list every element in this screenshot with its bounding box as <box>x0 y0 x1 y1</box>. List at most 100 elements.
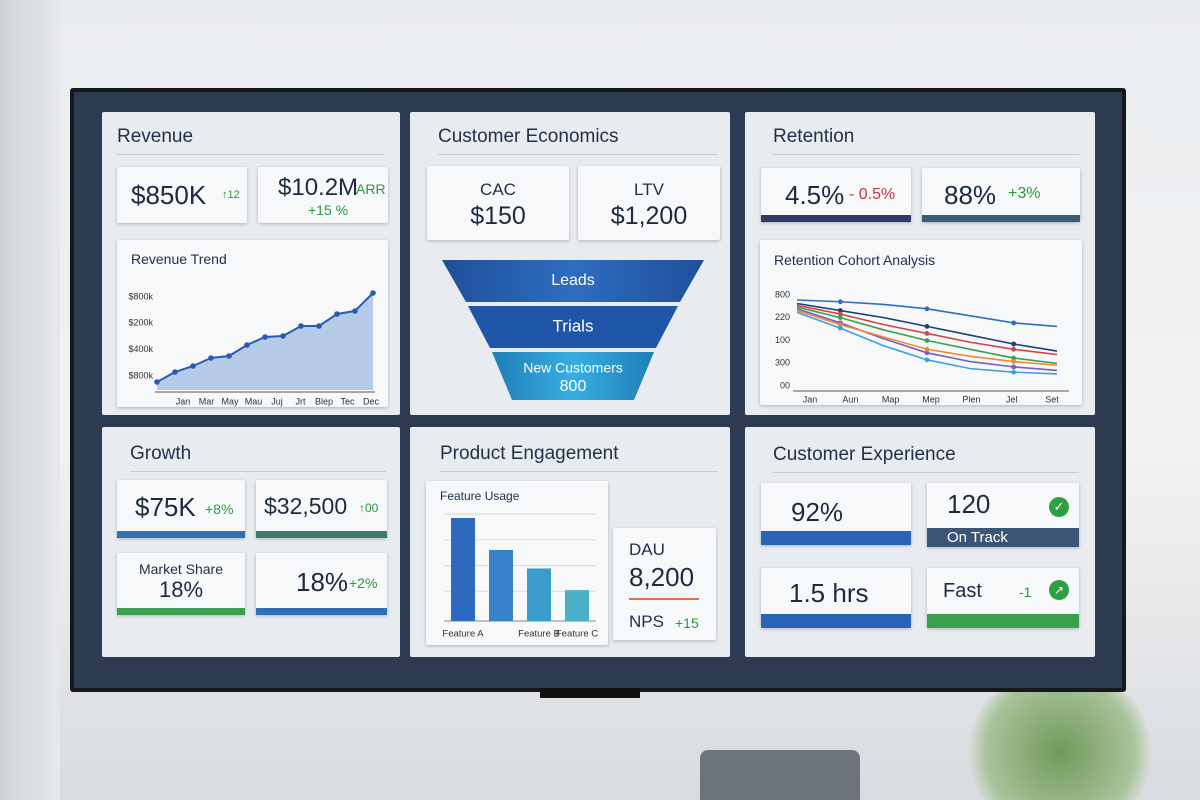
bar <box>527 568 551 621</box>
kpi-delta: +2% <box>349 575 378 591</box>
funnel-stage <box>468 306 678 348</box>
y-axis-label: $800k <box>128 370 153 380</box>
x-axis-label: Blep <box>315 396 333 406</box>
cohort-point <box>924 338 930 343</box>
kpi-label: NPS <box>629 612 664 631</box>
x-axis-label: Jan <box>176 396 191 406</box>
kpi-value: 1.5 hrs <box>789 578 869 608</box>
point <box>334 311 340 317</box>
y-axis-label: 300 <box>775 358 790 368</box>
point <box>316 323 322 329</box>
kpi-delta: +3% <box>1008 185 1041 202</box>
chair <box>700 750 860 800</box>
kpi-card: 4.5% - 0.5% <box>761 168 911 222</box>
chart-title: Revenue Trend <box>131 251 227 267</box>
x-tick-label: Feature C <box>556 629 598 640</box>
x-axis-label: Set <box>1045 394 1059 404</box>
cohort-point <box>924 324 930 329</box>
cohort-line <box>796 309 1058 366</box>
kpi-card: $10.2M ARR +15 % <box>258 167 388 223</box>
chart-card: Revenue Trend $800k $200k $400k $800k Jan Mar… <box>117 240 388 407</box>
x-axis-label: Plen <box>962 394 980 404</box>
kpi-delta: ↑12 <box>222 189 240 201</box>
cohort-chart: 800 220 100 300 00 Jan Aun Map Mep Plen Jel Set <box>775 289 1069 404</box>
retention-panel: Retention 4.5% - 0.5% 88% +3% Retention … <box>745 112 1095 415</box>
status-label: On Track <box>947 529 1008 546</box>
kpi-value: $850K <box>131 180 207 210</box>
x-axis-label: Jrt <box>296 396 306 406</box>
status-band: On Track <box>927 528 1079 547</box>
point <box>244 342 250 348</box>
point <box>154 379 160 385</box>
point <box>172 369 178 375</box>
revenue-panel: Revenue $850K ↑12 $10.2M ARR +15 % Reven… <box>102 112 400 415</box>
card-accent <box>922 215 1080 222</box>
x-axis-label: Jan <box>803 394 818 404</box>
funnel-label: Leads <box>551 272 595 289</box>
cohort-point <box>1011 320 1017 326</box>
card-accent <box>117 608 245 615</box>
kpi-card: 18% +2% <box>256 553 387 615</box>
y-axis-label: $200k <box>128 318 153 328</box>
kpi-card: Market Share 18% <box>117 553 245 615</box>
x-axis-label: Aun <box>842 394 858 404</box>
kpi-delta: - 0.5% <box>849 186 896 203</box>
cohort-point <box>837 315 843 320</box>
chart-title: Retention Cohort Analysis <box>774 252 936 268</box>
card-accent <box>927 614 1079 628</box>
x-axis-label: Tec <box>340 396 355 406</box>
x-axis-label: Juj <box>271 396 283 406</box>
card-accent <box>761 215 911 222</box>
chart-card: Retention Cohort Analysis 800 220 100 300 00… <box>760 240 1082 405</box>
growth-panel: Growth $75K +8% $32,500 ↑00 Market Share… <box>102 427 400 657</box>
bar <box>489 549 513 621</box>
kpi-delta: ↑00 <box>359 501 379 515</box>
kpi-delta: +15 % <box>308 202 349 218</box>
kpi-delta: -1 <box>1019 584 1032 600</box>
kpi-card: DAU 8,200 NPS +15 <box>613 528 716 640</box>
experience-panel: Customer Experience 92% 120 ✓ On Track 1… <box>745 427 1095 657</box>
cohort-point <box>924 357 930 363</box>
kpi-card: 1.5 hrs <box>761 568 911 628</box>
kpi-value: $150 <box>470 202 526 230</box>
bar <box>451 518 475 621</box>
cohort-point <box>1011 341 1017 347</box>
card-accent <box>761 531 911 545</box>
kpi-label: LTV <box>634 180 664 199</box>
x-axis-label: May <box>221 396 239 406</box>
x-axis-label: Map <box>882 394 900 404</box>
cohort-point <box>924 346 930 352</box>
point <box>298 323 304 329</box>
x-tick-label: Feature A <box>442 629 484 640</box>
kpi-card: 88% +3% <box>922 168 1080 222</box>
x-axis-label: Mau <box>245 396 263 406</box>
x-axis-label: Jel <box>1006 394 1018 404</box>
x-tick-label: Feature B <box>518 629 560 640</box>
kpi-card: LTV $1,200 <box>578 166 720 240</box>
y-axis-label: $400k <box>128 344 153 354</box>
kpi-value: $10.2M <box>278 174 359 201</box>
panel-title: Product Engagement <box>440 443 718 472</box>
cohort-point <box>1011 346 1017 352</box>
plant <box>960 680 1160 800</box>
kpi-value: $32,500 <box>264 493 348 519</box>
cohort-point <box>837 325 843 331</box>
panel-title: Revenue <box>117 126 385 155</box>
kpi-card: CAC $150 <box>427 166 569 240</box>
point <box>370 290 376 296</box>
funnel-stage <box>442 260 704 302</box>
y-axis-label: 100 <box>775 335 790 345</box>
cohort-point <box>837 311 843 317</box>
x-axis-label: Dec <box>363 396 380 406</box>
cohort-point <box>924 306 930 312</box>
kpi-card: $75K +8% <box>117 480 245 538</box>
cohort-point <box>1011 364 1017 370</box>
x-axis-label: Mep <box>922 394 940 404</box>
cohort-point <box>1011 359 1017 364</box>
x-axis-label: Mar <box>199 396 215 406</box>
kpi-value: 120 <box>947 489 991 519</box>
divider <box>629 598 699 600</box>
card-accent <box>256 608 387 615</box>
cohort-point <box>924 331 930 336</box>
y-axis-label: 800 <box>775 289 790 299</box>
